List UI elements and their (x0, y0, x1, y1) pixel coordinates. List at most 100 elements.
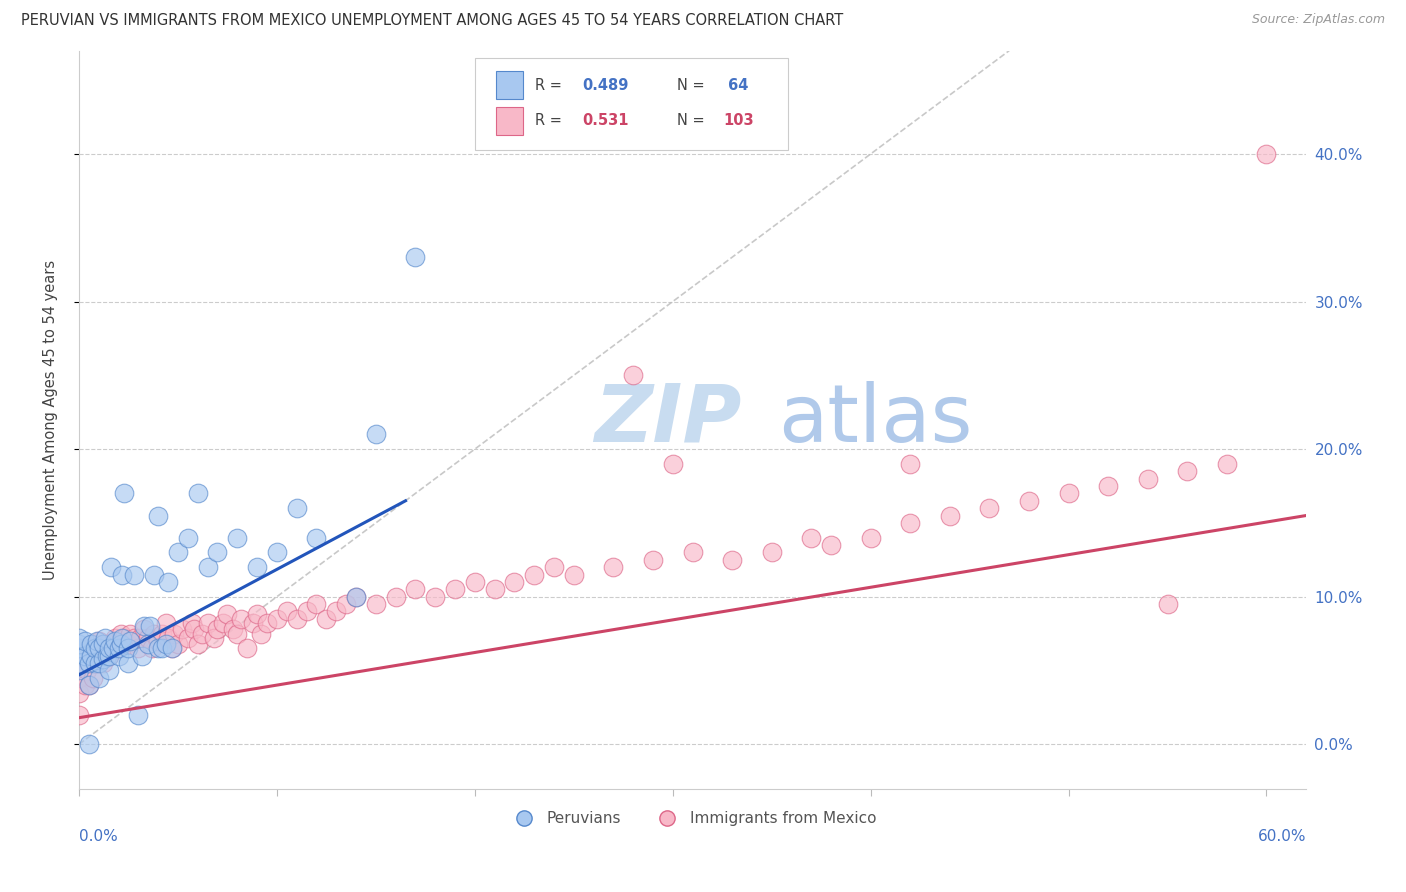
Point (117, 637, 139, 651)
Point (67, 671, 90, 685)
Point (256, 616, 278, 631)
Point (87, 671, 110, 685)
Point (73, 634, 96, 648)
Point (77, 656, 100, 670)
Point (131, 648, 153, 663)
Point (143, 567, 166, 582)
Legend: Peruvians, Immigrants from Mexico: Peruvians, Immigrants from Mexico (502, 805, 883, 832)
Point (820, 538, 842, 552)
Point (155, 616, 177, 631)
Point (117, 656, 139, 670)
Point (543, 560, 565, 574)
Point (73, 678, 96, 692)
Point (139, 619, 162, 633)
Point (76, 664, 98, 678)
Point (146, 634, 169, 648)
Point (150, 626, 173, 640)
Point (315, 612, 337, 626)
Point (898, 516, 921, 530)
Point (97, 664, 120, 678)
Point (97, 641, 120, 656)
Y-axis label: Unemployment Among Ages 45 to 54 years: Unemployment Among Ages 45 to 54 years (44, 260, 58, 580)
Point (107, 641, 129, 656)
Point (523, 567, 546, 582)
Point (305, 531, 328, 545)
Point (86, 634, 108, 648)
Point (67, 664, 90, 678)
Point (404, 582, 426, 597)
Point (190, 626, 212, 640)
Text: Source: ZipAtlas.com: Source: ZipAtlas.com (1251, 13, 1385, 27)
Point (91, 637, 114, 651)
Point (83, 656, 105, 670)
Point (1057, 486, 1080, 500)
Point (207, 622, 229, 636)
Point (77, 678, 100, 692)
Point (212, 616, 235, 631)
Point (160, 641, 183, 656)
Point (120, 626, 142, 640)
Point (73, 648, 96, 663)
Point (325, 604, 347, 618)
Point (217, 607, 239, 622)
Point (100, 641, 122, 656)
Point (335, 597, 357, 611)
Point (91, 656, 114, 670)
Point (93, 631, 115, 645)
Point (96, 648, 118, 663)
Point (156, 631, 179, 645)
Point (107, 641, 129, 656)
Point (344, 590, 367, 604)
Point (143, 626, 166, 640)
Point (180, 616, 202, 631)
Text: atlas: atlas (779, 381, 973, 458)
Point (146, 641, 169, 656)
Point (364, 597, 387, 611)
Point (1156, 597, 1178, 611)
Text: R =: R = (536, 113, 567, 128)
Point (127, 707, 149, 722)
Point (761, 545, 783, 559)
Point (167, 637, 190, 651)
Point (77, 656, 100, 670)
Point (177, 531, 200, 545)
Point (111, 567, 134, 582)
Point (111, 631, 134, 645)
Point (163, 626, 186, 640)
Point (127, 641, 149, 656)
Point (91, 651, 114, 665)
Point (103, 631, 125, 645)
Point (111, 637, 134, 651)
Point (87, 634, 110, 648)
Point (160, 641, 183, 656)
Point (124, 631, 146, 645)
Point (197, 616, 219, 631)
Point (167, 545, 190, 559)
Point (231, 612, 253, 626)
Point (83, 656, 105, 670)
Point (150, 641, 173, 656)
Point (384, 590, 406, 604)
Point (1216, 457, 1239, 471)
Point (80, 637, 103, 651)
Point (67, 685, 90, 699)
Point (226, 626, 249, 640)
Point (134, 619, 156, 633)
Point (77, 678, 100, 692)
Point (170, 622, 193, 636)
Point (404, 250, 426, 264)
Bar (496, 71, 523, 99)
Point (246, 607, 269, 622)
Point (146, 508, 169, 523)
Point (859, 531, 882, 545)
Point (134, 622, 156, 636)
Point (1097, 479, 1119, 493)
Point (197, 560, 219, 574)
Point (93, 646, 115, 660)
Point (101, 637, 124, 651)
Point (82, 671, 104, 685)
Point (114, 486, 136, 500)
Point (77, 641, 100, 656)
Point (136, 631, 159, 645)
Point (67, 641, 90, 656)
